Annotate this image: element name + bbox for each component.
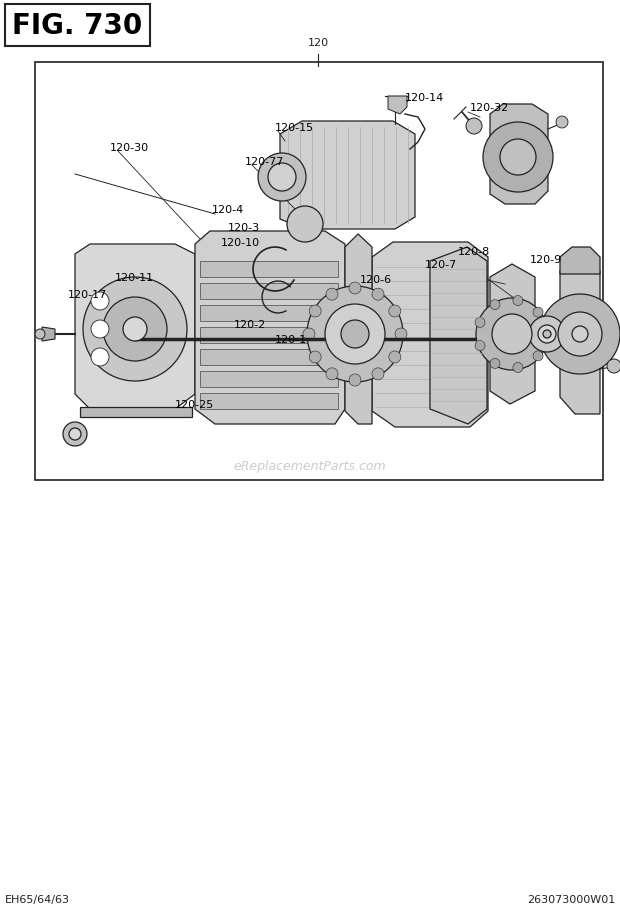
Text: 120-32: 120-32 [470,103,509,113]
Circle shape [558,312,602,357]
Text: 120-4: 120-4 [212,205,244,215]
Text: 120-6: 120-6 [360,275,392,285]
Polygon shape [200,371,338,388]
Text: 120-25: 120-25 [175,400,215,410]
Circle shape [307,287,403,382]
Circle shape [309,306,321,318]
Circle shape [572,326,588,343]
Polygon shape [430,248,487,425]
Circle shape [500,140,536,176]
Circle shape [490,301,500,311]
Text: 120-2: 120-2 [234,320,266,330]
Circle shape [466,119,482,135]
Text: 120-7: 120-7 [425,260,458,269]
Polygon shape [372,243,488,427]
Circle shape [483,123,553,193]
Circle shape [490,359,500,369]
Circle shape [69,428,81,440]
Text: 120-1: 120-1 [275,335,307,345]
Circle shape [309,352,321,364]
Circle shape [476,299,548,370]
Circle shape [533,308,543,318]
Circle shape [325,305,385,365]
Polygon shape [200,328,338,344]
Polygon shape [200,306,338,322]
Circle shape [326,289,338,301]
Polygon shape [280,122,415,230]
Text: 120-8: 120-8 [458,246,490,256]
Circle shape [513,296,523,306]
Circle shape [123,318,147,342]
Circle shape [538,325,556,344]
Polygon shape [560,248,600,275]
Text: 120-3: 120-3 [228,222,260,233]
Text: FIG. 730: FIG. 730 [12,12,143,40]
Circle shape [389,306,401,318]
Circle shape [492,314,532,355]
Text: eReplacementParts.com: eReplacementParts.com [234,460,386,473]
Polygon shape [345,234,372,425]
Circle shape [326,369,338,380]
Circle shape [83,278,187,381]
Circle shape [91,292,109,311]
Circle shape [543,331,551,338]
Circle shape [258,153,306,202]
Text: 120: 120 [308,38,329,48]
Circle shape [475,318,485,328]
Bar [5,5,150,47]
Circle shape [349,283,361,295]
Polygon shape [388,96,407,115]
Circle shape [63,423,87,447]
Polygon shape [200,284,338,300]
Polygon shape [200,393,338,410]
Circle shape [372,369,384,380]
Circle shape [349,375,361,387]
Circle shape [541,330,551,340]
Text: 120-15: 120-15 [275,123,314,133]
Polygon shape [195,232,345,425]
Text: 120-17: 120-17 [68,289,107,300]
Text: 120-11: 120-11 [115,273,154,283]
Polygon shape [200,262,338,278]
Circle shape [607,359,620,374]
Text: 120-77: 120-77 [245,157,285,167]
Text: 120-14: 120-14 [405,93,445,103]
Polygon shape [80,407,192,417]
Text: 120-9: 120-9 [530,255,562,265]
Circle shape [529,317,565,353]
Circle shape [91,348,109,367]
Polygon shape [200,349,338,366]
Circle shape [475,341,485,351]
Polygon shape [560,257,600,414]
Circle shape [268,164,296,192]
Circle shape [103,298,167,361]
Circle shape [341,321,369,348]
Circle shape [287,207,323,243]
Polygon shape [42,328,55,342]
Ellipse shape [288,216,322,233]
Circle shape [35,330,45,340]
Text: 120-30: 120-30 [110,142,149,153]
Polygon shape [75,244,195,410]
Circle shape [303,329,315,341]
Circle shape [533,351,543,361]
Polygon shape [490,105,548,205]
Circle shape [556,117,568,129]
Text: EH65/64/63: EH65/64/63 [5,894,70,904]
Circle shape [540,295,620,375]
Circle shape [395,329,407,341]
Circle shape [91,321,109,338]
Bar [35,62,603,481]
Text: 263073000W01: 263073000W01 [527,894,615,904]
Text: 120-10: 120-10 [221,238,260,248]
Circle shape [372,289,384,301]
Circle shape [513,363,523,373]
Polygon shape [490,265,535,404]
Circle shape [389,352,401,364]
